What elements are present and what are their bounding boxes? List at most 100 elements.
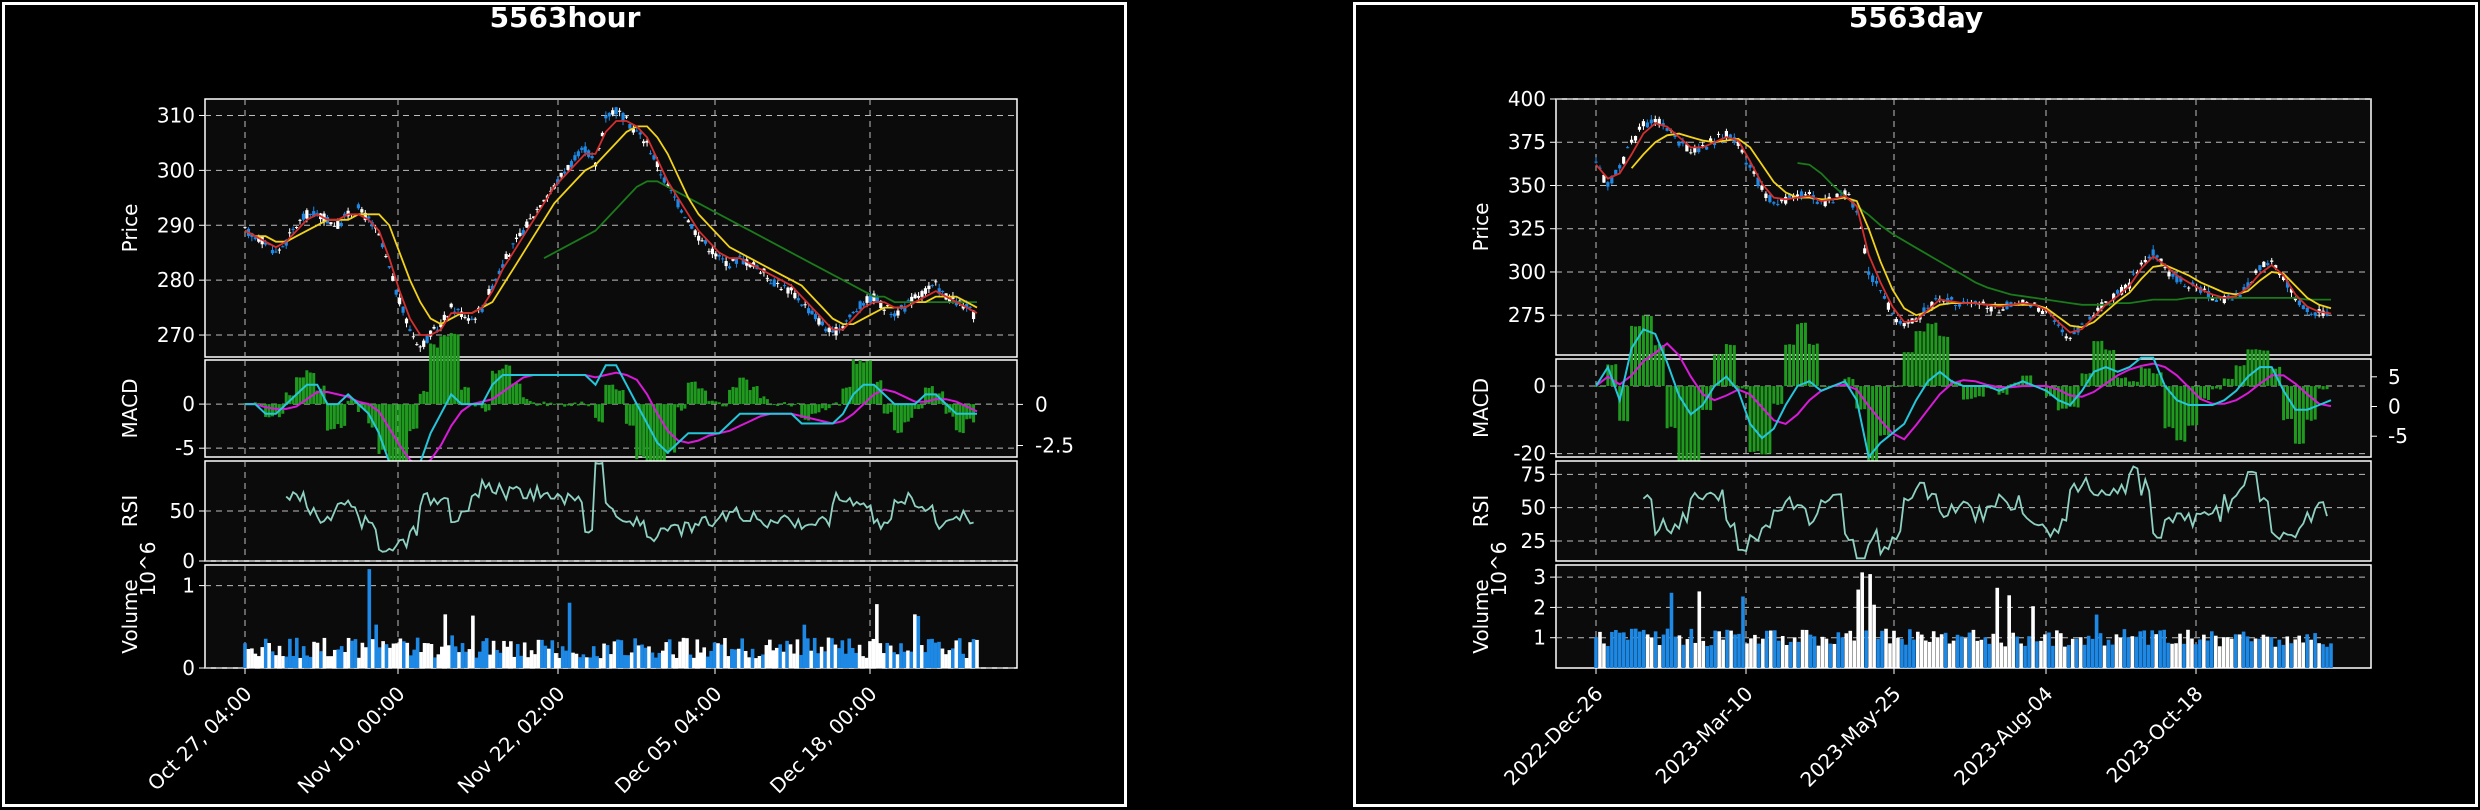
macd-histogram-bar bbox=[1946, 336, 1950, 387]
chart-day: 5563day275300325350375400Price0-20MACD50… bbox=[1469, 5, 2408, 792]
volume-bar bbox=[951, 648, 955, 668]
volume-bar bbox=[1888, 643, 1892, 668]
volume-bar bbox=[1916, 631, 1920, 668]
volume-bar bbox=[422, 643, 427, 668]
candle-body bbox=[1997, 312, 2001, 314]
candle-body bbox=[1614, 169, 1618, 175]
macd-histogram-bar bbox=[704, 390, 708, 405]
volume-bar bbox=[571, 652, 575, 668]
candle-body bbox=[2285, 281, 2290, 288]
volume-bar bbox=[933, 642, 938, 668]
candle-body bbox=[377, 233, 381, 236]
macd-histogram-bar bbox=[614, 389, 618, 405]
macd-histogram-bar bbox=[834, 402, 838, 405]
macd-histogram-bar bbox=[2179, 386, 2183, 440]
macd-histogram-bar bbox=[1788, 344, 1792, 387]
macd-histogram-bar bbox=[779, 403, 783, 405]
macd-histogram-bar bbox=[910, 404, 914, 418]
macd-histogram-bar bbox=[1724, 344, 1728, 387]
macd-histogram-bar bbox=[583, 404, 587, 406]
candle-body bbox=[2131, 273, 2136, 275]
volume-bar bbox=[1955, 634, 1960, 668]
volume-bar bbox=[2261, 634, 2266, 668]
candle-body bbox=[528, 218, 532, 220]
candle-body bbox=[628, 124, 632, 129]
y-tick-label: 275 bbox=[1508, 303, 1546, 327]
volume-bar bbox=[1804, 629, 1809, 668]
macd-histogram-bar bbox=[514, 382, 518, 405]
volume-bar bbox=[1693, 642, 1698, 668]
candle-body bbox=[2278, 273, 2282, 276]
macd-histogram-bar bbox=[545, 404, 549, 407]
macd-line bbox=[1595, 328, 2332, 460]
candle-body bbox=[813, 314, 818, 320]
volume-bar bbox=[1919, 634, 1924, 668]
macd-histogram-bar bbox=[789, 404, 793, 407]
rsi-line bbox=[1642, 465, 2328, 560]
macd-histogram-bar bbox=[1685, 386, 1689, 475]
candle-body bbox=[624, 116, 629, 118]
volume-bar bbox=[930, 638, 934, 668]
candle-body bbox=[2147, 256, 2151, 259]
macd-histogram-bar bbox=[2203, 386, 2207, 399]
macd-histogram-bar bbox=[573, 402, 577, 405]
candle-body bbox=[2210, 297, 2215, 301]
macd-histogram-bar bbox=[762, 396, 766, 405]
candle-body bbox=[652, 155, 656, 160]
candle-body bbox=[2119, 286, 2124, 295]
macd-histogram-bar bbox=[2056, 386, 2060, 411]
volume-bar bbox=[1824, 638, 1829, 668]
candle-body bbox=[1701, 145, 1705, 147]
volume-bar bbox=[281, 656, 285, 668]
macd-histogram-bar bbox=[731, 386, 735, 405]
macd-histogram-bar bbox=[844, 387, 848, 405]
candle-body bbox=[2116, 290, 2120, 294]
candle-body bbox=[2029, 304, 2033, 308]
macd-histogram-bar bbox=[308, 372, 312, 405]
candle-body bbox=[470, 318, 474, 320]
macd-histogram-bar bbox=[765, 399, 769, 405]
candle-body bbox=[930, 285, 934, 287]
volume-bar bbox=[2078, 637, 2083, 668]
candle-body bbox=[2309, 313, 2313, 315]
volume-bar bbox=[2158, 630, 2162, 668]
candle-body bbox=[617, 110, 622, 112]
volume-bar bbox=[308, 656, 313, 668]
volume-bar bbox=[2098, 633, 2103, 668]
candle-body bbox=[298, 219, 302, 221]
macd-histogram-bar bbox=[1626, 386, 1630, 422]
candle-body bbox=[782, 285, 787, 287]
volume-bar bbox=[547, 648, 551, 668]
candle-body bbox=[638, 132, 642, 135]
volume-bar bbox=[923, 652, 928, 668]
candle-body bbox=[734, 257, 739, 264]
volume-bar bbox=[830, 638, 834, 668]
candle-body bbox=[508, 254, 512, 257]
volume-bar bbox=[2007, 595, 2011, 668]
volume-bar bbox=[412, 649, 416, 668]
macd-histogram-bar bbox=[776, 404, 780, 406]
candle-body bbox=[648, 153, 653, 155]
macd-histogram-bar bbox=[504, 364, 508, 405]
macd-histogram-bar bbox=[2120, 378, 2124, 387]
candle-body bbox=[2033, 302, 2037, 304]
volume-bar bbox=[771, 650, 776, 668]
candle-body bbox=[1795, 194, 1800, 197]
candle-body bbox=[1760, 185, 1764, 190]
y-tick-label: -20 bbox=[1513, 442, 1546, 466]
candle-body bbox=[518, 232, 522, 237]
macd-histogram-bar bbox=[683, 404, 687, 409]
macd-histogram-bar bbox=[1803, 322, 1807, 387]
volume-bar bbox=[785, 640, 789, 668]
macd-histogram-bar bbox=[1879, 386, 1883, 436]
volume-bar bbox=[329, 656, 334, 668]
candle-body bbox=[1922, 307, 1926, 315]
candle-body bbox=[1629, 139, 1634, 143]
volume-bar bbox=[364, 647, 368, 668]
macd-histogram-bar bbox=[1653, 345, 1657, 387]
candle-body bbox=[824, 328, 828, 332]
macd-histogram-bar bbox=[264, 404, 268, 417]
macd-histogram-bar bbox=[662, 404, 666, 468]
volume-bar bbox=[2039, 640, 2043, 668]
macd-histogram-bar bbox=[270, 404, 274, 417]
